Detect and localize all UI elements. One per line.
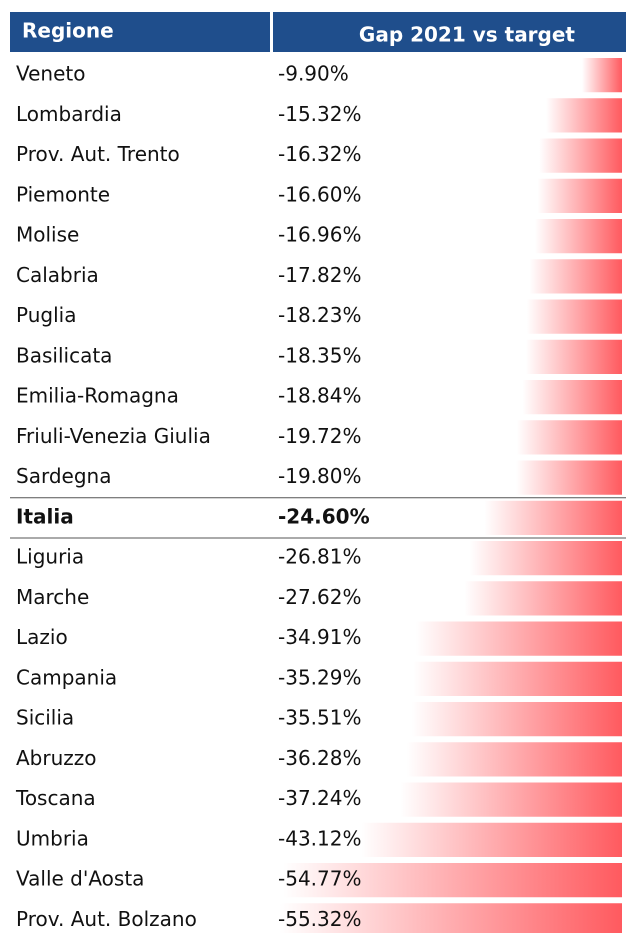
value-label: -16.60% (278, 182, 361, 206)
data-bar (400, 782, 622, 817)
region-label: Molise (16, 223, 79, 247)
region-label: Emilia-Romagna (16, 384, 179, 408)
region-label: Sicilia (16, 706, 74, 730)
value-label: -55.32% (278, 907, 361, 931)
region-label: Sardegna (16, 464, 111, 488)
data-bar (411, 702, 622, 737)
column-header: Gap 2021 vs target (359, 23, 576, 47)
data-bar (525, 339, 622, 374)
value-label: -37.24% (278, 786, 361, 810)
data-bar (361, 822, 622, 857)
data-bar (516, 460, 622, 495)
data-bar (545, 98, 622, 133)
region-label: Valle d'Aosta (16, 867, 144, 891)
value-label: -17.82% (278, 263, 361, 287)
region-label: Prov. Aut. Bolzano (16, 907, 197, 931)
value-label: -27.62% (278, 585, 361, 609)
value-label: -16.96% (278, 223, 361, 247)
region-label: Veneto (16, 62, 86, 86)
region-label: Prov. Aut. Trento (16, 142, 180, 166)
region-label: Friuli-Venezia Giulia (16, 424, 211, 448)
data-bar (406, 742, 622, 777)
region-label: Marche (16, 585, 89, 609)
data-bar (537, 178, 622, 213)
data-bar (469, 541, 622, 576)
region-label: Italia (16, 504, 74, 528)
value-label: -24.60% (278, 504, 370, 528)
value-label: -36.28% (278, 746, 361, 770)
region-label: Abruzzo (16, 746, 97, 770)
region-label: Campania (16, 665, 117, 689)
data-bar (484, 500, 622, 535)
value-label: -43.12% (278, 826, 361, 850)
region-label: Liguria (16, 545, 84, 569)
data-bar (529, 259, 622, 294)
region-label: Lazio (16, 625, 68, 649)
value-label: -9.90% (278, 62, 349, 86)
value-label: -18.35% (278, 343, 361, 367)
data-bar (581, 58, 622, 93)
data-bar (522, 380, 622, 415)
region-label: Puglia (16, 303, 76, 327)
value-label: -19.72% (278, 424, 361, 448)
value-label: -19.80% (278, 464, 361, 488)
header-cell (10, 12, 270, 52)
value-label: -26.81% (278, 545, 361, 569)
value-label: -16.32% (278, 142, 361, 166)
column-header: Regione (22, 19, 114, 43)
data-bar (535, 219, 622, 254)
region-label: Lombardia (16, 102, 122, 126)
data-bar (526, 299, 622, 334)
value-label: -54.77% (278, 867, 361, 891)
data-bar (283, 863, 622, 898)
data-bar (539, 138, 622, 173)
value-label: -34.91% (278, 625, 361, 649)
value-label: -35.29% (278, 665, 361, 689)
region-label: Calabria (16, 263, 99, 287)
region-label: Piemonte (16, 182, 110, 206)
data-bar (279, 903, 622, 933)
value-label: -18.23% (278, 303, 361, 327)
region-label: Toscana (15, 786, 96, 810)
header-cell (273, 12, 626, 52)
value-label: -18.84% (278, 384, 361, 408)
data-bar (415, 621, 622, 656)
region-label: Umbria (16, 826, 89, 850)
value-label: -35.51% (278, 706, 361, 730)
data-bar (516, 420, 622, 455)
data-bar (413, 661, 622, 696)
data-bar (464, 581, 622, 616)
value-label: -15.32% (278, 102, 361, 126)
region-label: Basilicata (16, 343, 112, 367)
